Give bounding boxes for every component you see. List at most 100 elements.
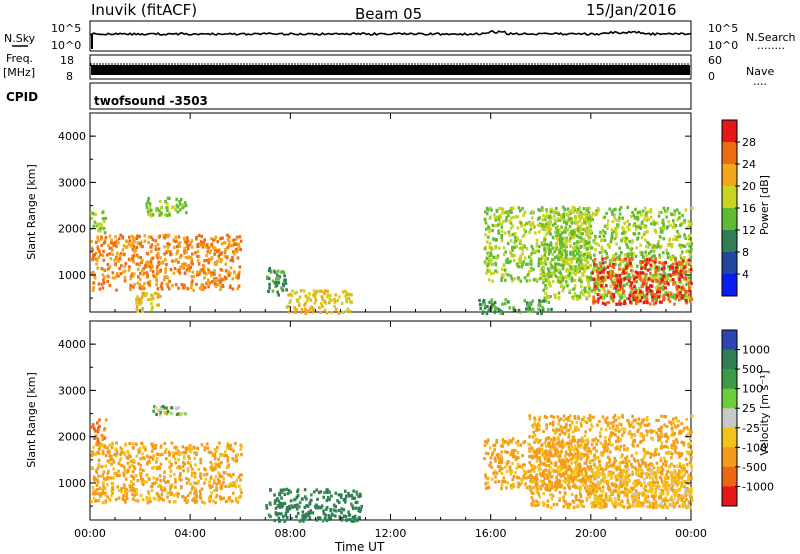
velocity-data-cell	[97, 447, 101, 451]
velocity-data-cell	[152, 454, 156, 458]
velocity-data-cell	[355, 490, 358, 494]
power-data-cell	[553, 293, 556, 297]
power-data-cell	[497, 229, 500, 233]
velocity-data-cell	[587, 447, 591, 451]
power-data-cell	[148, 202, 152, 206]
power-data-cell	[640, 293, 643, 297]
power-data-cell	[485, 227, 488, 231]
velocity-data-cell	[660, 435, 663, 439]
velocity-data-cell	[511, 449, 514, 453]
velocity-data-cell	[159, 444, 163, 448]
power-data-cell	[667, 291, 671, 295]
power-data-cell	[579, 253, 582, 257]
velocity-data-cell	[522, 476, 525, 480]
velocity-data-cell	[224, 499, 228, 504]
power-data-cell	[151, 305, 154, 310]
velocity-data-cell	[114, 447, 117, 451]
power-data-cell	[662, 274, 665, 278]
power-data-cell	[658, 253, 661, 257]
power-data-cell	[658, 286, 661, 290]
velocity-data-cell	[550, 437, 553, 442]
power-data-cell	[613, 213, 616, 217]
power-data-cell	[150, 235, 153, 239]
power-data-cell	[207, 261, 210, 265]
power-data-cell	[481, 311, 484, 315]
velocity-data-cell	[126, 449, 130, 454]
power-data-cell	[665, 215, 668, 219]
power-data-cell	[518, 310, 522, 314]
velocity-data-cell	[148, 477, 151, 481]
power-data-cell	[544, 217, 547, 222]
velocity-data-cell	[209, 486, 212, 490]
power-data-cell	[239, 239, 243, 243]
power-data-cell	[547, 282, 551, 286]
velocity-data-cell	[98, 493, 102, 497]
power-data-cell	[628, 285, 632, 289]
power-data-cell	[589, 229, 593, 234]
power-data-cell	[645, 262, 648, 266]
velocity-data-cell	[559, 474, 563, 478]
power-data-cell	[660, 220, 664, 224]
velocity-data-cell	[512, 484, 516, 488]
power-data-cell	[689, 297, 692, 302]
power-data-cell	[550, 307, 553, 311]
velocity-data-cell	[274, 506, 278, 510]
velocity-data-cell	[217, 471, 221, 475]
power-data-cell	[303, 303, 306, 307]
power-data-cell	[574, 269, 577, 273]
velocity-data-cell	[566, 478, 570, 482]
power-data-cell	[641, 209, 645, 213]
power-data-cell	[490, 298, 494, 302]
velocity-data-cell	[194, 490, 198, 494]
velocity-data-cell	[180, 412, 184, 416]
power-data-cell	[146, 209, 150, 213]
power-data-cell	[557, 268, 560, 272]
power-data-cell	[649, 249, 653, 253]
velocity-data-cell	[104, 499, 108, 503]
power-data-cell	[115, 239, 119, 243]
power-data-cell	[675, 269, 678, 273]
velocity-data-cell	[128, 465, 132, 469]
velocity-data-cell	[151, 484, 154, 489]
velocity-data-cell	[210, 466, 213, 470]
power-data-cell	[506, 211, 509, 215]
power-data-cell	[634, 276, 638, 280]
velocity-data-cell	[579, 499, 582, 503]
velocity-data-cell	[269, 514, 272, 519]
velocity-data-cell	[286, 515, 289, 520]
velocity-data-cell	[236, 500, 239, 504]
power-data-cell	[95, 224, 99, 228]
power-data-cell	[591, 259, 595, 263]
power-data-cell	[621, 291, 625, 296]
velocity-data-cell	[164, 447, 168, 451]
power-data-cell	[165, 251, 168, 255]
velocity-data-cell	[558, 497, 562, 501]
power-data-cell	[303, 307, 307, 311]
velocity-data-cell	[688, 441, 692, 445]
velocity-data-cell	[564, 477, 567, 481]
power-data-cell	[645, 218, 649, 223]
velocity-data-cell	[483, 457, 486, 461]
power-data-cell	[644, 250, 647, 254]
power-data-cell	[587, 237, 591, 241]
velocity-data-cell	[547, 469, 551, 473]
velocity-data-cell	[334, 509, 338, 513]
power-data-cell	[121, 236, 125, 240]
power-data-cell	[562, 264, 565, 268]
velocity-data-cell	[586, 492, 590, 496]
power-data-cell	[513, 241, 516, 245]
power-data-cell	[652, 221, 655, 225]
power-data-cell	[155, 303, 159, 307]
power-data-cell	[143, 239, 147, 243]
power-data-cell	[201, 286, 205, 291]
velocity-data-cell	[101, 491, 105, 496]
power-data-cell	[650, 291, 654, 295]
power-data-cell	[510, 254, 513, 258]
velocity-data-cell	[521, 454, 524, 458]
power-data-cell	[505, 215, 508, 220]
power-data-cell	[100, 282, 104, 286]
velocity-data-cell	[586, 475, 589, 479]
velocity-data-cell	[150, 489, 154, 493]
velocity-data-cell	[532, 480, 535, 484]
velocity-data-cell	[632, 419, 636, 423]
